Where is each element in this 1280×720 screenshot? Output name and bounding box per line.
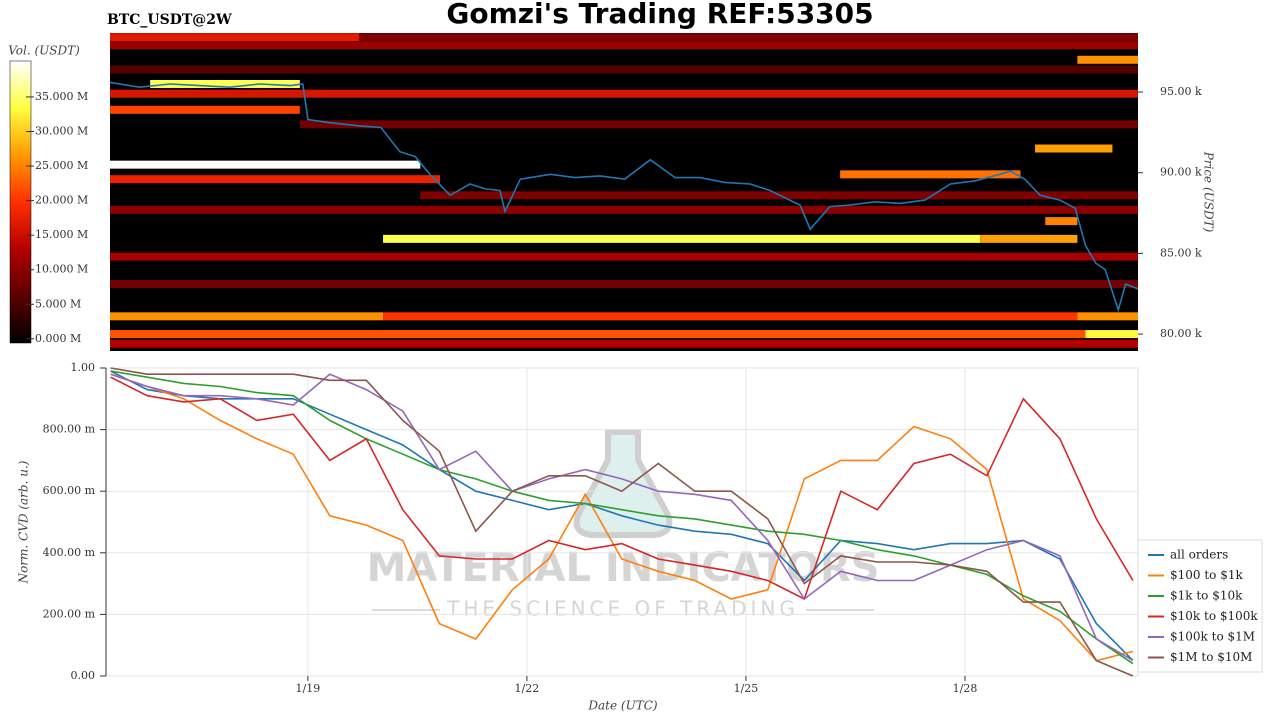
legend-label: all orders [1170, 548, 1228, 562]
heatmap-band [110, 330, 1086, 339]
legend [1137, 539, 1263, 673]
heatmap-band [1085, 330, 1138, 339]
y-tick-label: 600.00 m [43, 484, 96, 497]
heatmap-band [840, 170, 1021, 179]
heatmap-band [1077, 55, 1138, 64]
colorbar-tick-label: 10.000 M [35, 263, 88, 276]
cvd-line [110, 370, 1134, 665]
heatmap-band [110, 89, 1138, 98]
heatmap-band [110, 65, 1138, 74]
colorbar [9, 60, 32, 344]
heatmap-band [110, 41, 1138, 50]
heatmap-band [1045, 217, 1078, 226]
colorbar-tick-label: 20.000 M [35, 194, 88, 207]
colorbar-tick-label: 35.000 M [35, 90, 88, 103]
y-axis-label: Price (USDT) [1202, 151, 1216, 233]
cvd-line [110, 367, 1134, 677]
chart-subtitle: BTC_USDT@2W [107, 12, 232, 28]
x-tick-label: 1/19 [296, 682, 321, 695]
y-tick-label: 200.00 m [43, 607, 96, 620]
x-tick-label: 1/28 [953, 682, 978, 695]
heatmap-band [299, 120, 1138, 129]
heatmap-band [110, 175, 441, 184]
legend-label: $1M to $10M [1170, 650, 1252, 664]
y-axis-label: Norm. CVD (arb. u.) [17, 460, 31, 584]
colorbar-tick-label: 0.000 M [35, 332, 81, 345]
y-tick-label: 90.00 k [1160, 166, 1202, 179]
y-tick-label: 400.00 m [43, 546, 96, 559]
cvd-line [110, 373, 1134, 662]
heatmap-band [110, 339, 1138, 348]
heatmap-band [110, 33, 359, 42]
legend-label: $100k to $1M [1170, 630, 1255, 644]
watermark-text: MATERIAL INDICATORS [367, 545, 880, 591]
heatmap-band [1035, 144, 1113, 153]
x-axis-label: Date (UTC) [587, 699, 657, 713]
heatmap-band [150, 79, 300, 88]
heatmap-band [110, 312, 384, 321]
price-line [109, 81, 1139, 313]
y-tick-label: 800.00 m [43, 423, 96, 436]
y-tick-label: 95.00 k [1160, 85, 1202, 98]
y-tick-label: 1.00 [71, 361, 96, 374]
colorbar-tick-label: 30.000 M [35, 125, 88, 138]
heatmap-band [980, 234, 1078, 243]
heatmap-band [110, 105, 300, 114]
x-tick-label: 1/22 [515, 682, 540, 695]
colorbar-tick-label: 25.000 M [35, 159, 88, 172]
cvd-line [110, 370, 1134, 662]
y-tick-label: 85.00 k [1160, 246, 1202, 259]
heatmap-band [1077, 312, 1138, 321]
x-tick-label: 1/25 [734, 682, 759, 695]
y-tick-label: 0.00 [71, 669, 96, 682]
heatmap-band [383, 312, 1078, 321]
legend-label: $100 to $1k [1170, 568, 1243, 582]
y-tick-label: 80.00 k [1160, 327, 1202, 340]
heatmap-band [110, 160, 421, 169]
heatmap-band [383, 234, 981, 243]
heatmap-band [358, 33, 1138, 42]
colorbar-label: Vol. (USDT) [8, 44, 80, 58]
plot-area [105, 367, 1139, 677]
cvd-line [110, 373, 1134, 662]
heatmap-band [110, 252, 1138, 261]
colorbar-tick-label: 15.000 M [35, 228, 88, 241]
heatmap-band [110, 205, 1138, 214]
chart-title: Gomzi's Trading REF:53305 [446, 0, 873, 30]
colorbar-tick-label: 5.000 M [35, 297, 81, 310]
legend-label: $10k to $100k [1170, 609, 1258, 623]
legend-label: $1k to $10k [1170, 589, 1243, 603]
heatmap-band [110, 280, 1138, 289]
cvd-line [110, 376, 1134, 601]
